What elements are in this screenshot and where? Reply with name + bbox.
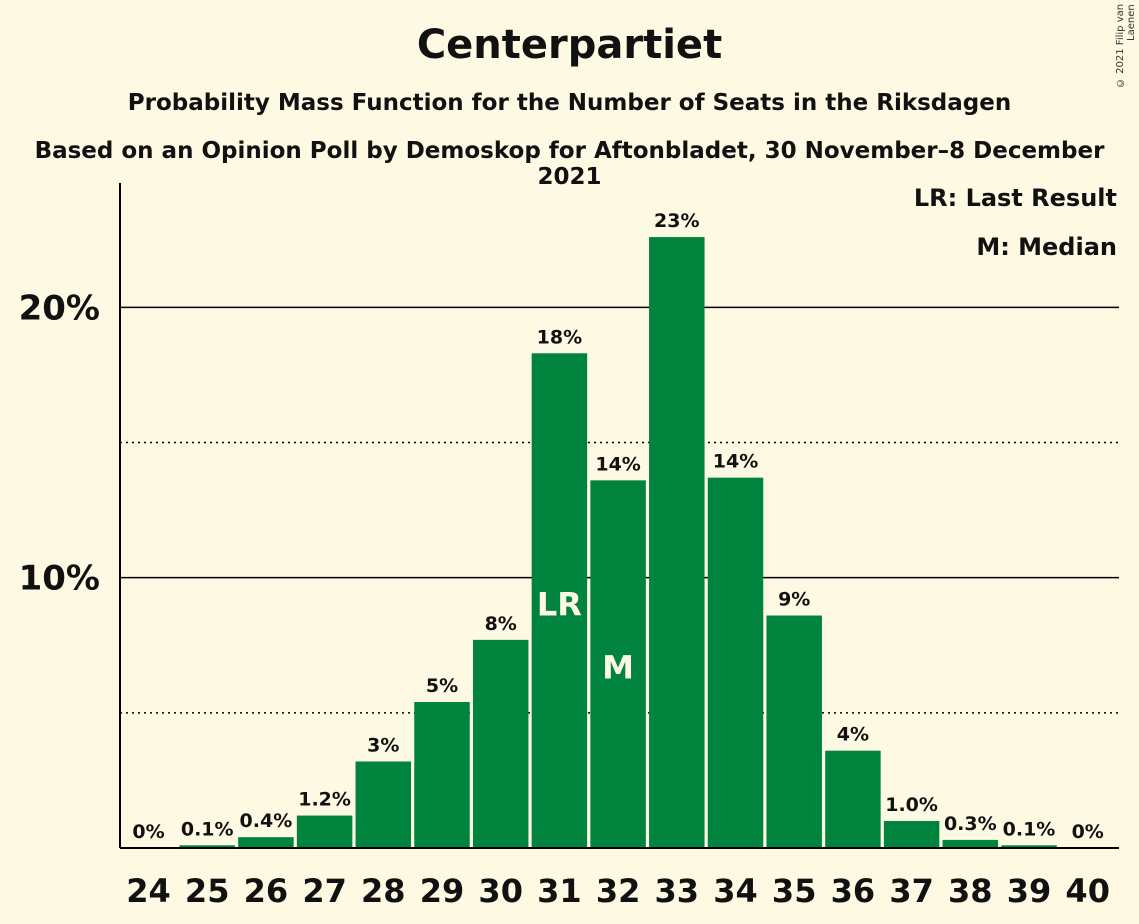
- bar-value-label: 8%: [485, 613, 517, 635]
- bar-seats-33: [649, 237, 705, 848]
- chart-source-subtitle: Based on an Opinion Poll by Demoskop for…: [34, 138, 1105, 190]
- x-tick-label: 31: [537, 872, 582, 910]
- bar-value-label: 23%: [654, 210, 699, 232]
- bar-seats-29: [414, 702, 470, 848]
- x-tick-label: 39: [1007, 872, 1052, 910]
- chart-subtitle: Probability Mass Function for the Number…: [127, 90, 1012, 116]
- bar-value-label: 0%: [132, 821, 164, 843]
- bar-value-label: 0.1%: [1003, 818, 1056, 840]
- bar-value-label: 14%: [595, 453, 640, 475]
- y-tick-label: 10%: [19, 559, 100, 599]
- legend-median: M: Median: [976, 233, 1117, 261]
- last-result-marker: LR: [537, 585, 582, 623]
- bar-value-label: 0.3%: [944, 813, 997, 835]
- bar-value-label: 9%: [778, 589, 810, 611]
- x-tick-label: 37: [889, 872, 934, 910]
- bar-seats-30: [472, 639, 529, 848]
- y-tick-label: 20%: [19, 288, 100, 328]
- bar-seats-27: [296, 815, 353, 848]
- bar-value-label: 0.1%: [181, 818, 234, 840]
- x-tick-label: 27: [302, 872, 347, 910]
- x-tick-label: 34: [713, 872, 758, 910]
- x-tick-label: 26: [244, 872, 289, 910]
- bar-value-label: 1.2%: [298, 789, 351, 811]
- median-marker: M: [602, 648, 634, 686]
- x-tick-label: 33: [655, 872, 700, 910]
- bar-seats-26: [238, 837, 294, 848]
- bar-value-label: 18%: [537, 326, 582, 348]
- bar-value-label: 3%: [367, 734, 399, 756]
- bar-seats-34: [707, 477, 764, 848]
- bar-value-label: 5%: [426, 675, 458, 697]
- x-tick-label: 36: [831, 872, 876, 910]
- bar-value-label: 0.4%: [240, 810, 293, 832]
- legend-last-result: LR: Last Result: [913, 184, 1117, 212]
- bar-seats-37: [883, 820, 940, 848]
- bar-seats-25: [179, 845, 235, 848]
- bar-value-label: 1.0%: [885, 794, 938, 816]
- bar-seats-38: [942, 839, 999, 848]
- bar-seats-32: [590, 480, 646, 848]
- x-tick-label: 24: [126, 872, 171, 910]
- chart-title: Centerpartiet: [416, 22, 723, 68]
- bar-seats-39: [1001, 845, 1057, 848]
- x-tick-label: 25: [185, 872, 230, 910]
- x-tick-label: 32: [596, 872, 641, 910]
- bar-value-label: 4%: [837, 724, 869, 746]
- bar-seats-28: [355, 761, 412, 848]
- x-tick-label: 30: [478, 872, 523, 910]
- bar-seats-35: [766, 615, 822, 848]
- x-tick-label: 29: [420, 872, 465, 910]
- x-tick-label: 40: [1065, 872, 1110, 910]
- bar-value-label: 14%: [713, 451, 758, 473]
- x-tick-label: 28: [361, 872, 406, 910]
- bar-seats-31: [531, 353, 588, 848]
- x-tick-label: 38: [948, 872, 993, 910]
- x-tick-label: 35: [772, 872, 817, 910]
- bar-seats-36: [825, 750, 881, 848]
- bar-value-label: 0%: [1072, 821, 1104, 843]
